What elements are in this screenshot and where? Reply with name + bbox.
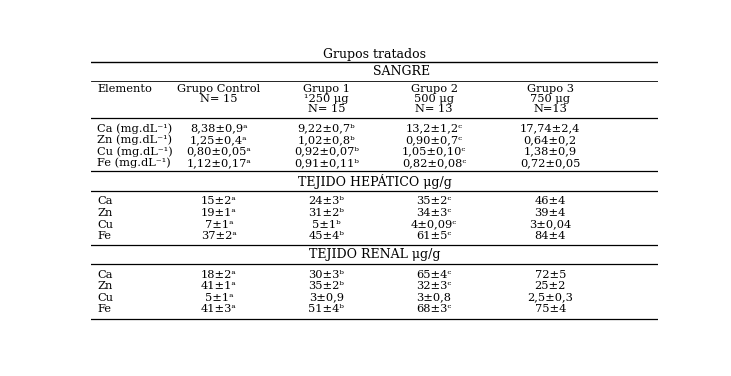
Text: 0,80±0,05ᵃ: 0,80±0,05ᵃ [186, 146, 251, 156]
Text: 3±0,9: 3±0,9 [309, 293, 344, 303]
Text: Ca (mg.dL⁻¹): Ca (mg.dL⁻¹) [97, 123, 173, 133]
Text: 45±4ᵇ: 45±4ᵇ [308, 231, 344, 241]
Text: Fe: Fe [97, 304, 111, 314]
Text: Zn (mg.dL⁻¹): Zn (mg.dL⁻¹) [97, 135, 173, 145]
Text: 18±2ᵃ: 18±2ᵃ [201, 270, 237, 280]
Text: 35±2ᶜ: 35±2ᶜ [417, 196, 452, 206]
Text: 3±0,04: 3±0,04 [529, 220, 572, 229]
Text: Grupo Control: Grupo Control [178, 84, 260, 94]
Text: 39±4: 39±4 [534, 208, 566, 218]
Text: 75±4: 75±4 [534, 304, 566, 314]
Text: 61±5ᶜ: 61±5ᶜ [417, 231, 452, 241]
Text: Cu: Cu [97, 220, 113, 229]
Text: 4±0,09ᶜ: 4±0,09ᶜ [411, 220, 458, 229]
Text: TEJIDO RENAL μg/g: TEJIDO RENAL μg/g [309, 248, 440, 261]
Text: 0,72±0,05: 0,72±0,05 [520, 158, 580, 168]
Text: N=13: N=13 [534, 104, 567, 114]
Text: 37±2ᵃ: 37±2ᵃ [201, 231, 237, 241]
Text: 41±3ᵃ: 41±3ᵃ [201, 304, 237, 314]
Text: 41±1ᵃ: 41±1ᵃ [201, 281, 237, 291]
Text: 1,25±0,4ᵃ: 1,25±0,4ᵃ [190, 135, 248, 145]
Text: Elemento: Elemento [97, 84, 152, 94]
Text: 2,5±0,3: 2,5±0,3 [527, 293, 573, 303]
Text: 30±3ᵇ: 30±3ᵇ [308, 270, 344, 280]
Text: 0,91±0,11ᵇ: 0,91±0,11ᵇ [294, 158, 359, 168]
Text: 750 μg: 750 μg [530, 94, 570, 104]
Text: N= 15: N= 15 [308, 104, 345, 114]
Text: Fe: Fe [97, 231, 111, 241]
Text: 46±4: 46±4 [534, 196, 566, 206]
Text: 1,38±0,9: 1,38±0,9 [523, 146, 577, 156]
Text: Fe (mg.dL⁻¹): Fe (mg.dL⁻¹) [97, 158, 171, 168]
Text: Grupo 1: Grupo 1 [303, 84, 350, 94]
Text: 0,92±0,07ᵇ: 0,92±0,07ᵇ [294, 146, 359, 156]
Text: N= 15: N= 15 [200, 94, 238, 104]
Text: 65±4ᶜ: 65±4ᶜ [417, 270, 452, 280]
Text: Ca: Ca [97, 270, 113, 280]
Text: 19±1ᵃ: 19±1ᵃ [201, 208, 237, 218]
Text: TEJIDO HEPÁTICO μg/g: TEJIDO HEPÁTICO μg/g [298, 174, 452, 189]
Text: Grupo 3: Grupo 3 [527, 84, 574, 94]
Text: Grupos tratados: Grupos tratados [323, 48, 426, 61]
Text: Cu: Cu [97, 293, 113, 303]
Text: 5±1ᵃ: 5±1ᵃ [205, 293, 233, 303]
Text: Zn: Zn [97, 208, 113, 218]
Text: ¹250 μg: ¹250 μg [304, 94, 349, 104]
Text: Cu (mg.dL⁻¹): Cu (mg.dL⁻¹) [97, 146, 173, 157]
Text: Grupo 2: Grupo 2 [411, 84, 458, 94]
Text: 51±4ᵇ: 51±4ᵇ [308, 304, 344, 314]
Text: 7±1ᵃ: 7±1ᵃ [205, 220, 233, 229]
Text: 84±4: 84±4 [534, 231, 566, 241]
Text: 13,2±1,2ᶜ: 13,2±1,2ᶜ [406, 123, 463, 133]
Text: 34±3ᶜ: 34±3ᶜ [417, 208, 452, 218]
Text: 1,02±0,8ᵇ: 1,02±0,8ᵇ [298, 135, 355, 145]
Text: 24±3ᵇ: 24±3ᵇ [308, 196, 344, 206]
Text: Ca: Ca [97, 196, 113, 206]
Text: 9,22±0,7ᵇ: 9,22±0,7ᵇ [298, 123, 355, 133]
Text: 8,38±0,9ᵃ: 8,38±0,9ᵃ [190, 123, 248, 133]
Text: 68±3ᶜ: 68±3ᶜ [417, 304, 452, 314]
Text: N= 13: N= 13 [415, 104, 453, 114]
Text: 72±5: 72±5 [534, 270, 566, 280]
Text: 17,74±2,4: 17,74±2,4 [520, 123, 580, 133]
Text: 0,90±0,7ᶜ: 0,90±0,7ᶜ [406, 135, 463, 145]
Text: 5±1ᵇ: 5±1ᵇ [312, 220, 341, 229]
Text: 35±2ᵇ: 35±2ᵇ [308, 281, 344, 291]
Text: 25±2: 25±2 [534, 281, 566, 291]
Text: SANGRE: SANGRE [373, 65, 430, 78]
Text: 31±2ᵇ: 31±2ᵇ [308, 208, 344, 218]
Text: 32±3ᶜ: 32±3ᶜ [417, 281, 452, 291]
Text: 15±2ᵃ: 15±2ᵃ [201, 196, 237, 206]
Text: 3±0,8: 3±0,8 [417, 293, 452, 303]
Text: 0,64±0,2: 0,64±0,2 [523, 135, 577, 145]
Text: 1,05±0,10ᶜ: 1,05±0,10ᶜ [402, 146, 466, 156]
Text: 1,12±0,17ᵃ: 1,12±0,17ᵃ [186, 158, 251, 168]
Text: 500 μg: 500 μg [414, 94, 454, 104]
Text: Zn: Zn [97, 281, 113, 291]
Text: 0,82±0,08ᶜ: 0,82±0,08ᶜ [402, 158, 466, 168]
